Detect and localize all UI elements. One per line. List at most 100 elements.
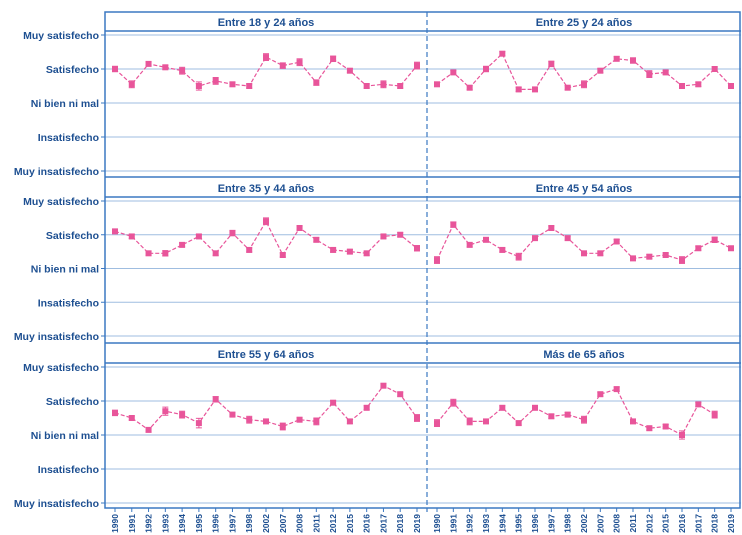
x-tick-label: 2012 — [644, 514, 654, 533]
plot-frame — [104, 11, 741, 509]
x-tick-label: 2016 — [677, 514, 687, 533]
data-point — [346, 248, 353, 255]
panel-0: Entre 18 y 24 años — [105, 17, 427, 172]
x-tick-label: 1994 — [177, 514, 187, 533]
data-point — [229, 81, 236, 88]
data-point — [515, 86, 522, 93]
data-point — [613, 55, 620, 62]
data-point — [679, 83, 685, 89]
data-point — [112, 228, 118, 235]
data-point — [296, 225, 303, 231]
x-tick-label: 2007 — [278, 514, 288, 533]
data-point — [630, 255, 636, 262]
y-tick-label: Muy satisfecho — [23, 196, 99, 208]
data-point — [515, 253, 522, 260]
data-point — [128, 233, 135, 240]
data-point — [313, 236, 320, 243]
x-tick-label: 2019 — [412, 514, 422, 533]
data-point — [162, 64, 169, 71]
data-point — [380, 81, 387, 88]
panel-title: Entre 55 y 64 años — [218, 349, 315, 361]
x-tick-label: 1997 — [546, 514, 556, 533]
x-tick-label: 1993 — [160, 514, 170, 533]
data-point — [532, 235, 538, 242]
y-tick-label: Muy insatisfecho — [14, 166, 99, 178]
data-point — [145, 60, 152, 67]
data-point — [450, 69, 457, 76]
data-point — [711, 411, 718, 418]
data-point — [179, 241, 186, 248]
data-point — [613, 238, 620, 245]
data-point — [662, 423, 669, 430]
data-point — [363, 83, 370, 89]
data-point — [679, 257, 685, 264]
x-tick-label: 2008 — [295, 514, 305, 533]
data-point — [330, 55, 337, 62]
data-point — [330, 399, 337, 406]
data-point — [414, 62, 420, 69]
x-tick-label: 2008 — [612, 514, 622, 533]
panel-title: Entre 25 y 24 años — [536, 17, 633, 29]
y-tick-label: Satisfecho — [46, 64, 99, 76]
data-point — [296, 416, 303, 423]
data-point — [212, 396, 219, 403]
data-point — [263, 218, 269, 225]
data-point — [728, 245, 734, 252]
x-tick-label: 2017 — [378, 514, 388, 533]
data-point — [330, 246, 337, 253]
data-point — [630, 57, 636, 64]
x-tick-label: 1996 — [211, 514, 221, 533]
data-point — [112, 409, 118, 416]
data-point — [263, 54, 269, 61]
data-point — [450, 399, 457, 406]
data-point — [145, 426, 152, 433]
x-tick-label: 1996 — [530, 514, 540, 533]
x-tick-label: 1993 — [481, 514, 491, 533]
data-point — [397, 83, 404, 89]
data-point — [279, 423, 286, 430]
data-point — [179, 411, 186, 418]
data-point — [450, 221, 457, 228]
series-line — [436, 388, 716, 436]
data-point — [581, 250, 587, 257]
data-point — [128, 81, 135, 88]
x-tick-label: 2017 — [693, 514, 703, 533]
data-point — [195, 233, 202, 240]
data-point — [246, 246, 253, 253]
data-point — [597, 67, 604, 74]
data-point — [564, 411, 571, 418]
data-point — [112, 66, 118, 72]
data-point — [363, 404, 370, 411]
data-point — [564, 235, 571, 242]
data-point — [414, 415, 420, 421]
data-point — [380, 382, 387, 389]
data-point — [613, 386, 620, 393]
x-tick-label: 1990 — [110, 514, 120, 533]
data-point — [229, 230, 236, 237]
data-point — [195, 83, 202, 89]
data-point — [548, 225, 555, 231]
data-point — [346, 67, 353, 74]
data-point — [246, 83, 253, 89]
x-tick-label: 1991 — [127, 514, 137, 533]
x-tick-label: 1994 — [497, 514, 507, 533]
data-point — [499, 246, 506, 253]
data-point — [548, 413, 555, 420]
panel-title: Entre 35 y 44 años — [218, 183, 315, 195]
y-tick-label: Ni bien ni mal — [31, 430, 99, 442]
y-tick-label: Muy satisfecho — [23, 30, 99, 42]
y-tick-label: Insatisfecho — [38, 132, 99, 144]
series-line — [114, 56, 418, 87]
data-point — [466, 241, 473, 248]
x-tick-label: 2016 — [362, 514, 372, 533]
data-point — [179, 67, 186, 74]
data-point — [229, 411, 236, 418]
y-tick-label: Insatisfecho — [38, 297, 99, 309]
data-point — [212, 250, 219, 257]
data-point — [397, 391, 404, 398]
x-tick-label: 2007 — [595, 514, 605, 533]
data-point — [414, 245, 420, 252]
x-tick-label: 1998 — [244, 514, 254, 533]
data-point — [145, 250, 152, 257]
